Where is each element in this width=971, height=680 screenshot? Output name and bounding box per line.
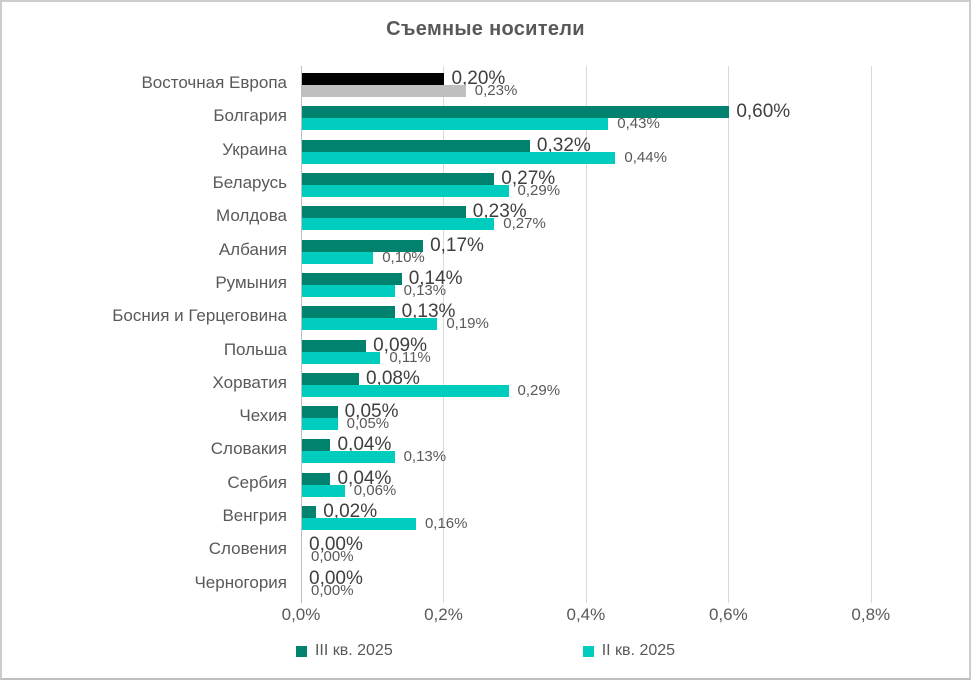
data-label-series-2: 0,29% [517, 381, 561, 399]
data-label-series-1: 0,09% [373, 334, 427, 356]
data-label-series-2: 0,13% [403, 281, 447, 299]
data-label-series-2: 0,44% [624, 148, 667, 166]
bar-series-1 [302, 506, 317, 519]
legend-swatch-q2-2025 [582, 645, 594, 657]
category-label: Молдова [215, 206, 287, 226]
data-label-series-1: 0,02% [323, 501, 378, 523]
bar-series-1 [302, 472, 331, 485]
data-label-series-2: 0,43% [617, 115, 660, 133]
data-label-series-2: 0,06% [353, 481, 397, 499]
data-label-series-1: 0,00% [309, 567, 363, 589]
data-label-series-2: 0,16% [424, 515, 468, 533]
bar-series-2 [302, 418, 338, 431]
plot-area: 0,20% 0,23% 0,60% 0,43% 0,32% 0,44% 0,27% 0,29%… [301, 66, 942, 603]
data-label-series-1: 0,05% [344, 401, 399, 423]
data-label-series-1: 0,17% [430, 234, 484, 256]
data-label-series-2: 0,00% [311, 548, 354, 566]
data-label-series-1: 0,27% [501, 167, 556, 189]
bar-series-2 [302, 118, 609, 131]
bar-series-2 [302, 85, 466, 97]
legend-label-q2-2025: II кв. 2025 [601, 642, 676, 659]
bar-series-2 [302, 351, 381, 364]
x-tick-label: 0,4% [566, 605, 606, 624]
category-label: Албания [218, 239, 287, 259]
bar-series-1 [302, 439, 331, 452]
category-label: Чехия [239, 406, 287, 426]
value-axis-line [301, 66, 302, 603]
category-label: Словения [208, 539, 287, 559]
bar-series-1 [302, 239, 424, 252]
category-label: Босния и Герцеговина [112, 306, 287, 326]
data-label-series-2: 0,11% [389, 348, 431, 366]
legend-label-q3-2025: III кв. 2025 [314, 642, 393, 659]
data-label-series-2: 0,19% [446, 315, 489, 333]
chart-title: Съемные носители [386, 18, 585, 40]
bar-series-1 [302, 172, 495, 185]
legend-item-q3-2025: III кв. 2025 [295, 642, 393, 660]
data-label-series-2: 0,00% [311, 581, 354, 599]
x-tick-label: 0,6% [708, 605, 748, 624]
bar-series-1 [302, 206, 466, 219]
gridline [443, 66, 445, 603]
gridline [728, 66, 730, 603]
data-label-series-1: 0,14% [408, 267, 463, 289]
x-tick-label: 0,2% [424, 605, 463, 624]
data-label-series-1: 0,00% [309, 534, 363, 556]
data-label-series-2: 0,23% [474, 82, 518, 99]
bar-series-2 [302, 451, 395, 464]
data-label-series-1: 0,13% [401, 301, 456, 323]
bar-series-2 [302, 284, 395, 297]
bar-series-2 [302, 484, 345, 497]
bar-series-2 [302, 184, 509, 197]
bar-series-1 [302, 372, 359, 385]
legend: III кв. 2025 II кв. 2025 [2, 642, 969, 660]
bar-series-1 [302, 306, 395, 319]
data-label-series-1: 0,04% [337, 467, 392, 489]
category-label: Польша [223, 339, 287, 359]
data-label-series-2: 0,05% [346, 415, 390, 433]
data-label-series-2: 0,29% [517, 181, 561, 199]
x-axis: 0,0% 0,2% 0,4% 0,6% 0,8% [282, 605, 969, 627]
legend-swatch-q3-2025 [295, 645, 307, 657]
category-label: Черногория [194, 572, 287, 592]
x-tick-label: 0,8% [851, 605, 891, 624]
category-label: Хорватия [212, 372, 287, 392]
data-label-series-1: 0,32% [536, 134, 591, 156]
bar-series-2 [302, 518, 416, 531]
bar-series-2 [302, 218, 495, 231]
category-label: Венгрия [222, 506, 287, 526]
bar-series-1 [302, 73, 445, 85]
category-label: Болгария [213, 106, 287, 126]
gridline [585, 66, 587, 603]
bar-series-2 [302, 151, 616, 164]
data-label-series-1: 0,04% [337, 434, 392, 456]
x-tick-label: 0,0% [281, 605, 321, 624]
category-label: Сербия [227, 472, 287, 492]
category-label: Украина [222, 139, 287, 159]
data-label-series-2: 0,27% [503, 215, 546, 233]
data-label-series-2: 0,10% [382, 248, 425, 266]
data-label-series-1: 0,60% [736, 101, 791, 123]
bar-series-1 [302, 406, 338, 419]
data-label-series-1: 0,20% [451, 68, 506, 89]
category-axis: Восточная Европа Болгария Украина Беларусь М… [10, 66, 287, 599]
gridline [870, 66, 872, 603]
data-label-series-2: 0,13% [403, 448, 447, 466]
bar-series-1 [302, 272, 402, 285]
category-label: Румыния [215, 272, 287, 292]
bar-series-2 [302, 251, 374, 264]
category-label: Словакия [210, 439, 287, 459]
bar-series-2 [302, 318, 438, 331]
category-label: Восточная Европа [141, 73, 287, 92]
data-label-series-1: 0,08% [365, 367, 420, 389]
bar-series-2 [302, 384, 509, 397]
category-label: Беларусь [212, 172, 287, 192]
bar-series-1 [302, 139, 530, 152]
data-label-series-1: 0,23% [472, 201, 527, 223]
legend-item-q2-2025: II кв. 2025 [582, 642, 676, 660]
bar-series-1 [302, 339, 367, 352]
bar-series-1 [302, 106, 730, 119]
